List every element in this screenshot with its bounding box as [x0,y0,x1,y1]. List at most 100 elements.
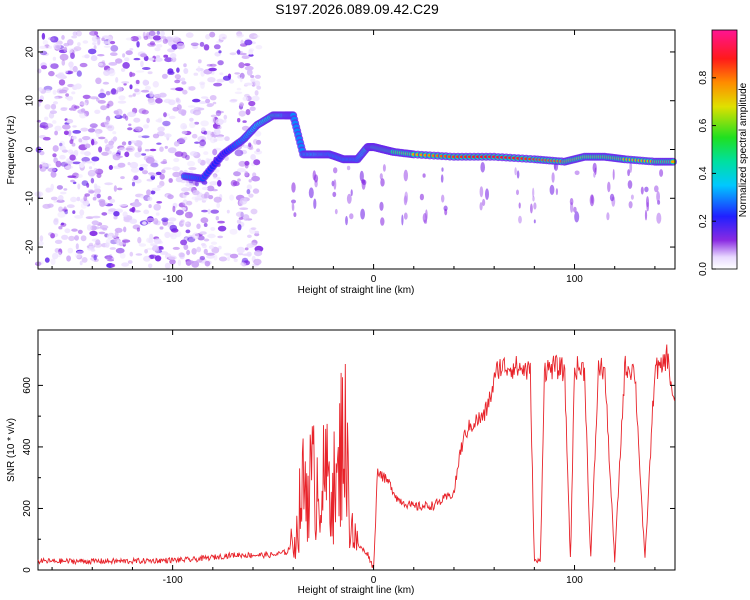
noise-blob [58,195,64,201]
noise-blob [76,70,82,77]
noise-blob [216,110,224,114]
noise-blob [194,141,200,144]
noise-blob [246,69,253,76]
noise-blob [73,149,79,156]
noise-blob [88,166,93,170]
noise-blob [53,200,58,204]
noise-blob [148,204,152,209]
noise-blob [205,252,215,256]
noise-streak [592,162,597,173]
noise-blob [148,172,155,175]
snr-axes: -100 0 100 0 200 400 600 [22,330,675,586]
noise-blob [121,81,130,84]
noise-blob [80,108,86,113]
noise-blob [162,38,168,44]
noise-blob [115,247,125,254]
noise-blob [107,125,113,129]
noise-blob [213,196,222,203]
noise-blob [140,53,147,58]
noise-blob [144,149,150,152]
noise-blob [104,138,108,144]
noise-blob [94,109,101,115]
noise-blob [99,200,106,207]
noise-blob [153,238,162,245]
noise-blob [107,38,111,46]
noise-blob [177,137,186,144]
noise-blob [164,253,172,260]
noise-blob [76,196,81,202]
snr-frame [37,329,676,571]
noise-blob [112,153,121,161]
noise-blob [38,241,44,246]
noise-blob [211,188,218,192]
noise-blob [255,45,263,50]
noise-blob [159,146,164,152]
bottom-x-tick-label: 0 [371,575,377,586]
noise-blob [80,235,87,242]
noise-blob [107,150,112,155]
noise-blob [183,244,189,251]
noise-blob [199,256,205,261]
noise-blob [129,71,133,78]
noise-blob [60,191,67,195]
noise-blob [234,91,243,95]
noise-blob [97,62,104,66]
noise-blob [84,143,91,149]
noise-blob [118,95,126,101]
colorbar-tick-label: 0.8 [698,70,709,84]
noise-blob [160,36,167,39]
noise-blob [76,250,85,254]
noise-blob [44,89,52,93]
noise-blob [67,247,74,254]
noise-blob [238,217,244,220]
noise-blob [152,35,162,41]
noise-blob [252,188,260,194]
noise-blob [203,151,209,156]
noise-streak [656,212,662,224]
noise-blob [215,216,219,221]
noise-streak [646,202,649,212]
noise-blob [72,65,78,73]
noise-blob [169,232,174,238]
noise-blob [122,113,127,119]
noise-blob [233,171,241,177]
noise-blob [137,142,142,149]
noise-blob [138,135,143,139]
noise-blob [77,229,83,234]
noise-blob [188,86,196,91]
noise-blob [54,130,58,136]
noise-streak [629,161,633,174]
noise-blob [113,211,120,217]
noise-blob [163,54,169,58]
noise-blob [105,143,114,150]
noise-blob [130,36,139,42]
noise-blob [133,57,141,61]
noise-blob [72,125,77,128]
noise-blob [191,133,198,139]
noise-blob [128,140,132,146]
top-y-tick-label: 0 [25,146,36,152]
noise-blob [71,35,78,39]
noise-blob [102,81,110,85]
noise-blob [145,85,151,90]
noise-streak [380,217,385,226]
noise-blob [77,42,81,47]
noise-blob [71,142,76,147]
noise-streak [514,167,517,176]
noise-blob [91,35,98,43]
noise-blob [88,242,94,247]
noise-blob [72,210,76,215]
noise-blob [146,189,152,196]
noise-blob [156,201,163,204]
noise-blob [64,70,69,74]
noise-blob [81,180,89,187]
noise-blob [61,59,66,66]
noise-blob [204,260,211,267]
noise-blob [82,94,91,99]
noise-blob [142,67,151,70]
noise-blob [201,186,208,191]
noise-blob [88,171,95,178]
noise-blob [119,252,126,259]
noise-blob [154,47,161,52]
noise-streak [656,191,660,203]
